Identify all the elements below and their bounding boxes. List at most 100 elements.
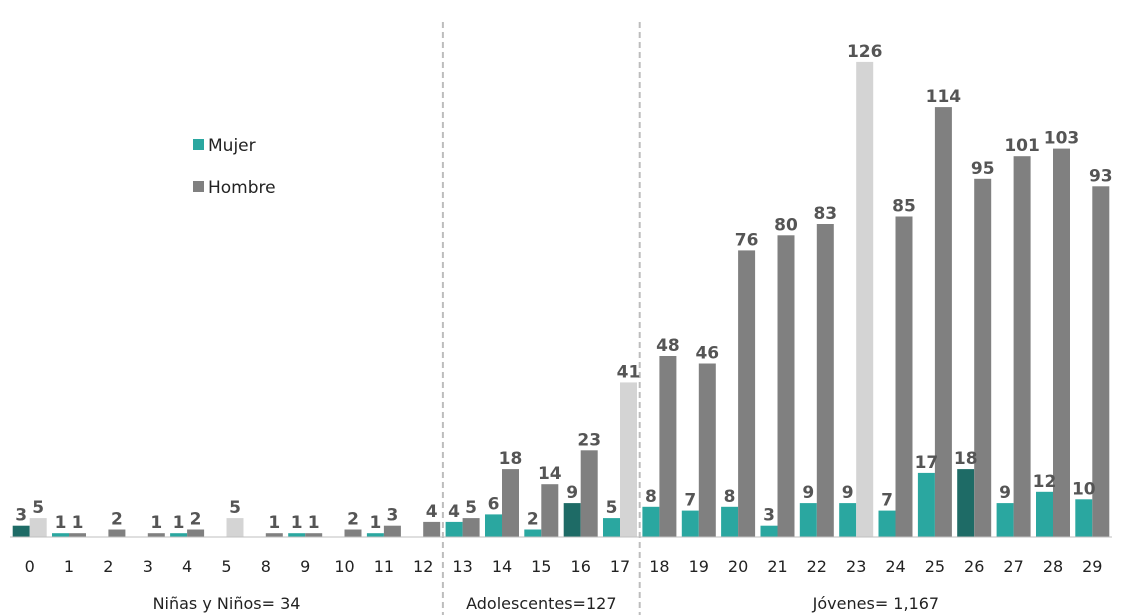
bar-hombre-0	[29, 518, 47, 537]
x-tick-12: 12	[413, 557, 433, 576]
x-tick-24: 24	[885, 557, 905, 576]
bar-hombre-10	[344, 529, 362, 537]
legend-label-hombre: Hombre	[208, 178, 276, 198]
bar-hombre-29	[1092, 186, 1110, 538]
value-label-hombre-17: 41	[617, 362, 641, 382]
x-tick-17: 17	[610, 557, 630, 576]
x-tick-15: 15	[531, 557, 551, 576]
x-tick-1: 1	[64, 557, 74, 576]
x-tick-18: 18	[649, 557, 669, 576]
value-label-mujer-27: 9	[999, 483, 1011, 503]
bar-mujer-1	[52, 533, 69, 537]
x-tick-25: 25	[925, 557, 945, 576]
x-tick-16: 16	[571, 557, 591, 576]
group-labels: Niñas y Niños= 34 Adolescentes=127 Jóvenes…	[153, 594, 940, 613]
bar-hombre-1	[69, 533, 86, 537]
value-label-mujer-11: 1	[369, 513, 381, 533]
value-label-hombre-16: 23	[577, 430, 601, 450]
value-label-mujer-0: 3	[15, 506, 27, 526]
value-label-mujer-14: 6	[488, 494, 500, 514]
group-label-0: Niñas y Niños= 34	[153, 594, 301, 613]
bar-mujer-28	[1036, 491, 1053, 537]
bar-hombre-12	[423, 521, 441, 537]
value-label-hombre-22: 83	[813, 204, 837, 224]
bar-mujer-22	[799, 503, 817, 537]
value-labels: 3 51 1 2 1 1 251 1 1 2 1 3 4 4 5 6182149235418487468763…	[15, 42, 1112, 533]
legend: Mujer Hombre	[193, 136, 276, 198]
bar-hombre-5	[226, 518, 244, 537]
bar-mujer-21	[760, 525, 778, 537]
bar-hombre-13	[462, 518, 480, 537]
value-label-hombre-28: 103	[1044, 129, 1080, 149]
x-tick-19: 19	[689, 557, 709, 576]
x-tick-5: 5	[221, 557, 231, 576]
value-label-mujer-24: 7	[881, 491, 893, 511]
bar-mujer-18	[642, 506, 660, 537]
value-label-hombre-23: 126	[847, 42, 883, 62]
x-tick-13: 13	[452, 557, 472, 576]
bar-hombre-14	[502, 469, 519, 537]
bar-hombre-19	[698, 363, 716, 537]
value-label-hombre-20: 76	[735, 230, 759, 250]
legend-swatch-hombre	[193, 181, 204, 192]
legend-label-mujer: Mujer	[208, 136, 256, 156]
x-tick-3: 3	[143, 557, 153, 576]
value-label-mujer-17: 5	[606, 498, 618, 518]
bar-mujer-19	[681, 510, 699, 537]
x-tick-0: 0	[25, 557, 35, 576]
bar-hombre-22	[816, 224, 834, 537]
value-label-hombre-4: 2	[190, 510, 202, 530]
value-label-hombre-12: 4	[426, 502, 438, 522]
group-label-2: Jóvenes= 1,167	[812, 594, 939, 613]
value-label-mujer-25: 17	[915, 453, 939, 473]
bar-hombre-15	[541, 484, 559, 537]
value-label-mujer-9: 1	[291, 513, 303, 533]
bar-hombre-20	[738, 250, 756, 537]
x-tick-8: 8	[261, 557, 271, 576]
bar-mujer-23	[839, 503, 857, 537]
x-tick-labels: 0 1 2 3 4 5 8 9 10 11 12 13 14 15 16 17 18 19 20 21 22 23 24 25…	[25, 557, 1103, 576]
value-label-mujer-13: 4	[448, 502, 460, 522]
bar-hombre-21	[777, 235, 795, 538]
value-label-mujer-19: 7	[684, 491, 696, 511]
value-label-hombre-24: 85	[892, 197, 916, 217]
x-tick-28: 28	[1043, 557, 1063, 576]
bar-mujer-15	[524, 529, 542, 537]
bar-mujer-17	[603, 518, 620, 537]
bar-hombre-3	[147, 533, 165, 537]
bars	[12, 61, 1110, 538]
x-tick-22: 22	[807, 557, 827, 576]
bar-mujer-0	[12, 525, 30, 537]
value-label-mujer-20: 8	[724, 487, 736, 507]
bar-hombre-18	[659, 356, 677, 537]
bar-mujer-14	[485, 514, 502, 537]
bar-hombre-25	[934, 107, 952, 537]
x-tick-26: 26	[964, 557, 984, 576]
value-label-mujer-23: 9	[842, 483, 854, 503]
bar-mujer-24	[878, 510, 896, 537]
value-label-mujer-29: 10	[1072, 479, 1096, 499]
value-label-mujer-21: 3	[763, 506, 775, 526]
bar-mujer-11	[366, 533, 384, 537]
bar-mujer-25	[917, 472, 935, 537]
value-label-mujer-26: 18	[954, 449, 978, 469]
value-label-hombre-1: 1	[72, 513, 84, 533]
value-label-hombre-18: 48	[656, 336, 680, 356]
value-label-hombre-19: 46	[695, 344, 719, 364]
bar-hombre-17	[620, 382, 637, 537]
value-label-hombre-15: 14	[538, 464, 562, 484]
bar-mujer-29	[1075, 499, 1093, 537]
bar-hombre-28	[1053, 148, 1070, 537]
bar-hombre-24	[895, 216, 913, 537]
x-tick-9: 9	[300, 557, 310, 576]
bar-hombre-26	[974, 178, 992, 538]
value-label-mujer-16: 9	[566, 483, 578, 503]
value-label-hombre-13: 5	[465, 498, 477, 518]
value-label-mujer-22: 9	[802, 483, 814, 503]
value-label-hombre-11: 3	[386, 506, 398, 526]
value-label-mujer-1: 1	[55, 513, 67, 533]
x-tick-2: 2	[103, 557, 113, 576]
value-label-hombre-26: 95	[971, 159, 995, 179]
value-label-hombre-14: 18	[499, 449, 523, 469]
value-label-hombre-21: 80	[774, 215, 798, 235]
